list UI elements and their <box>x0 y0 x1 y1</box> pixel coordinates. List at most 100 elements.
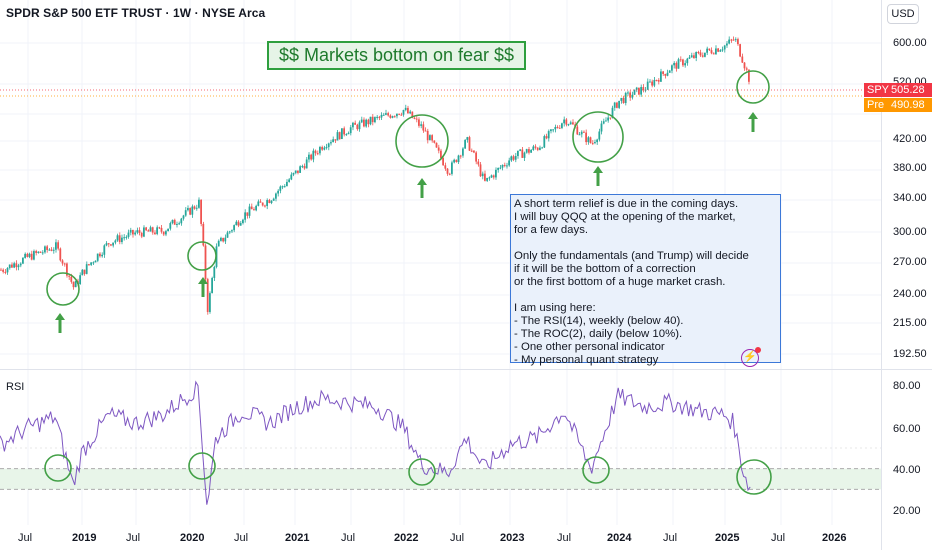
candle-body <box>244 212 246 220</box>
candle-body <box>187 208 189 211</box>
note-line: or the first bottom of a huge market cra… <box>514 276 726 288</box>
candle-body <box>554 126 557 130</box>
time-tick-label: Jul <box>126 532 141 544</box>
candle-body <box>618 100 620 108</box>
time-tick-label: Jul <box>771 532 786 544</box>
candle-body <box>299 166 301 173</box>
candle-body <box>288 179 290 182</box>
candle-body <box>660 71 662 82</box>
rsi-bottom-circle <box>408 458 436 486</box>
candle-body <box>283 186 286 188</box>
candle-body <box>563 119 565 124</box>
candle-body <box>576 126 579 135</box>
candle-body <box>501 164 504 168</box>
candle-body <box>165 231 167 235</box>
candle-body <box>272 198 275 201</box>
candle-body <box>521 149 524 158</box>
candle-body <box>398 113 400 115</box>
time-tick-label: 2022 <box>394 532 419 544</box>
candle-body <box>369 116 372 125</box>
lightning-icon[interactable]: ⚡ <box>741 349 759 367</box>
candle-body <box>503 164 506 166</box>
candle-body <box>510 156 513 161</box>
candle-body <box>413 117 416 119</box>
candle-body <box>92 262 95 264</box>
candle-body <box>248 206 251 216</box>
candle-body <box>26 253 29 257</box>
time-tick-label: Jul <box>341 532 356 544</box>
price-tick-label: 300.00 <box>893 226 927 238</box>
candle-body <box>646 81 649 90</box>
candle-body <box>277 190 279 194</box>
candle-body <box>600 123 603 132</box>
candle-body <box>455 159 458 163</box>
candle-body <box>407 107 409 114</box>
candle-body <box>440 150 442 158</box>
candle-body <box>572 122 574 125</box>
candle-body <box>378 116 381 118</box>
candle-body <box>327 143 330 148</box>
candle-body <box>396 113 398 117</box>
candle-body <box>490 175 493 178</box>
candle-body <box>149 227 152 232</box>
candle-body <box>492 175 495 178</box>
candle-body <box>477 161 480 165</box>
candle-body <box>83 269 86 274</box>
candle-body <box>437 147 440 151</box>
candle-body <box>15 263 18 268</box>
rsi-bottom-circle <box>736 459 772 495</box>
candle-body <box>134 232 136 235</box>
candle-body <box>653 79 656 86</box>
candle-body <box>239 223 242 226</box>
pane-divider[interactable] <box>0 369 932 370</box>
candle-body <box>173 219 176 225</box>
note-line: I will buy QQQ at the opening of the mar… <box>514 211 736 223</box>
candle-body <box>468 137 471 151</box>
note-annotation[interactable]: A short term relief is due in the coming… <box>510 194 781 366</box>
note-spacer <box>514 289 777 302</box>
up-arrow-icon <box>198 277 208 284</box>
candle-body <box>622 97 625 104</box>
rsi-pane-title[interactable]: RSI <box>6 381 25 393</box>
candle-body <box>303 166 306 169</box>
candle-body <box>292 172 295 175</box>
candle-body <box>470 150 473 152</box>
candle-body <box>739 44 741 57</box>
candle-body <box>162 231 165 235</box>
candle-body <box>558 127 561 129</box>
candle-body <box>182 215 185 219</box>
rsi-tick-label: 80.00 <box>893 380 921 392</box>
candle-body <box>488 177 491 179</box>
candle-body <box>380 114 383 118</box>
rsi-tick-label: 40.00 <box>893 464 921 476</box>
candle-body <box>336 132 339 141</box>
candle-body <box>393 116 396 118</box>
candle-body <box>561 123 563 128</box>
candle-body <box>136 230 139 233</box>
candle-body <box>404 107 407 110</box>
candle-body <box>580 131 583 135</box>
candle-body <box>429 135 431 141</box>
candle-body <box>629 92 631 98</box>
candle-body <box>169 223 172 229</box>
price-tick-label: 600.00 <box>893 37 927 49</box>
candle-body <box>261 202 264 206</box>
candle-body <box>616 102 618 108</box>
candle-body <box>228 231 231 233</box>
candle-body <box>70 276 73 282</box>
candle-body <box>730 39 733 41</box>
candle-body <box>341 128 343 139</box>
candle-body <box>512 156 515 160</box>
candle-body <box>462 148 464 156</box>
currency-button[interactable]: USD <box>887 4 919 24</box>
candle-body <box>719 50 722 52</box>
candle-body <box>81 269 84 276</box>
headline-annotation[interactable]: $$ Markets bottom on fear $$ <box>267 41 526 70</box>
candle-body <box>257 201 260 206</box>
candle-body <box>374 117 376 123</box>
candle-body <box>411 111 414 118</box>
rsi-line <box>0 380 751 505</box>
candle-body <box>706 48 708 53</box>
note-line: - My personal quant strategy <box>514 354 659 366</box>
